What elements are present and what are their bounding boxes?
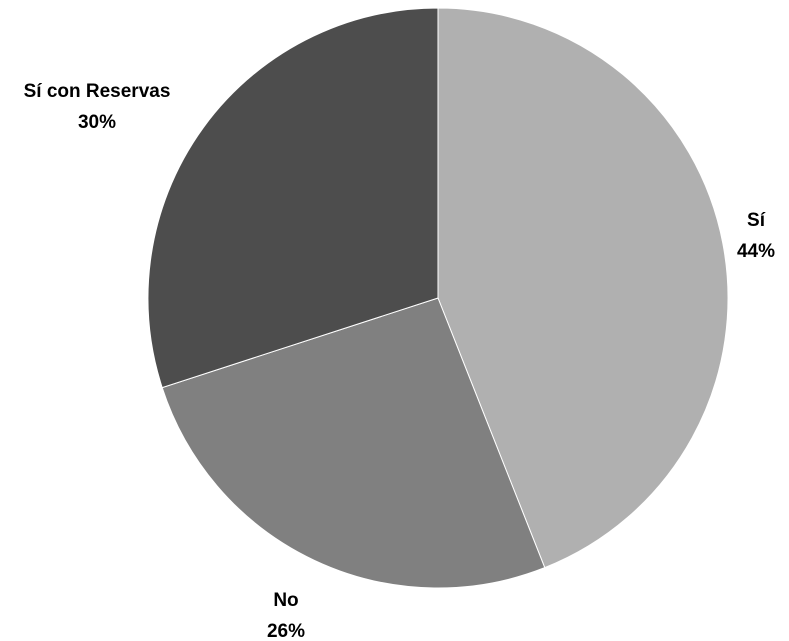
pie-labels: Sí 44% No 26% Sí con Reservas 30%	[24, 81, 776, 641]
pie-slice-3	[147, 7, 439, 389]
slice-percent-label: 26%	[267, 621, 305, 641]
slice-category-label: Sí con Reservas	[24, 81, 171, 102]
slice-category-label: Sí	[747, 210, 766, 231]
slice-category-label: No	[273, 590, 298, 611]
pie-slice-1	[437, 7, 729, 569]
pie-slices	[147, 7, 729, 589]
slice-percent-label: 44%	[737, 241, 775, 262]
pie-slice-2	[161, 297, 546, 589]
slice-percent-label: 30%	[78, 112, 116, 133]
